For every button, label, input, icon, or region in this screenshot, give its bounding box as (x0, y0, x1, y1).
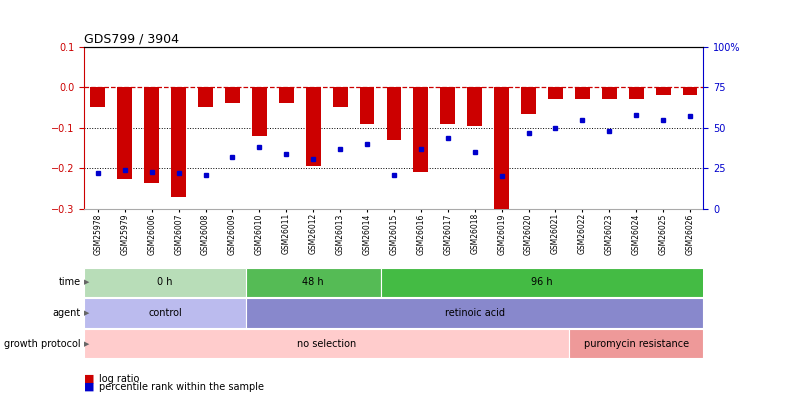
Text: log ratio: log ratio (99, 374, 139, 384)
Bar (574, 87, 589, 99)
Bar (601, 87, 616, 99)
Bar (332, 87, 347, 107)
Bar (413, 87, 428, 173)
Bar (171, 87, 185, 197)
Bar (84, 329, 569, 358)
Text: retinoic acid: retinoic acid (444, 308, 504, 318)
Bar (628, 87, 643, 99)
Text: control: control (148, 308, 181, 318)
Text: agent: agent (52, 308, 80, 318)
Bar (246, 298, 703, 328)
Text: 96 h: 96 h (531, 277, 552, 287)
Text: ▶: ▶ (84, 341, 89, 347)
Text: growth protocol: growth protocol (4, 339, 80, 349)
Bar (655, 87, 670, 95)
Bar (84, 268, 246, 297)
Text: 48 h: 48 h (302, 277, 324, 287)
Text: ▶: ▶ (84, 310, 89, 316)
Bar (144, 87, 159, 183)
Bar (467, 87, 482, 126)
Text: no selection: no selection (296, 339, 356, 349)
Bar (440, 87, 454, 124)
Text: GDS799 / 3904: GDS799 / 3904 (84, 32, 179, 45)
Bar (251, 87, 267, 136)
Bar (359, 87, 374, 124)
Bar (225, 87, 239, 103)
Bar (198, 87, 213, 107)
Bar (117, 87, 132, 179)
Bar (246, 268, 380, 297)
Bar (548, 87, 562, 99)
Bar (84, 298, 246, 328)
Text: ▶: ▶ (84, 279, 89, 285)
Bar (682, 87, 696, 95)
Bar (386, 87, 401, 140)
Bar (380, 268, 703, 297)
Text: 0 h: 0 h (157, 277, 173, 287)
Bar (494, 87, 508, 211)
Bar (91, 87, 105, 107)
Text: ■: ■ (84, 382, 95, 392)
Bar (305, 87, 320, 166)
Bar (520, 87, 536, 113)
Text: time: time (58, 277, 80, 287)
Text: ■: ■ (84, 374, 95, 384)
Bar (279, 87, 293, 103)
Bar (569, 329, 703, 358)
Text: puromycin resistance: puromycin resistance (583, 339, 688, 349)
Text: percentile rank within the sample: percentile rank within the sample (99, 382, 263, 392)
